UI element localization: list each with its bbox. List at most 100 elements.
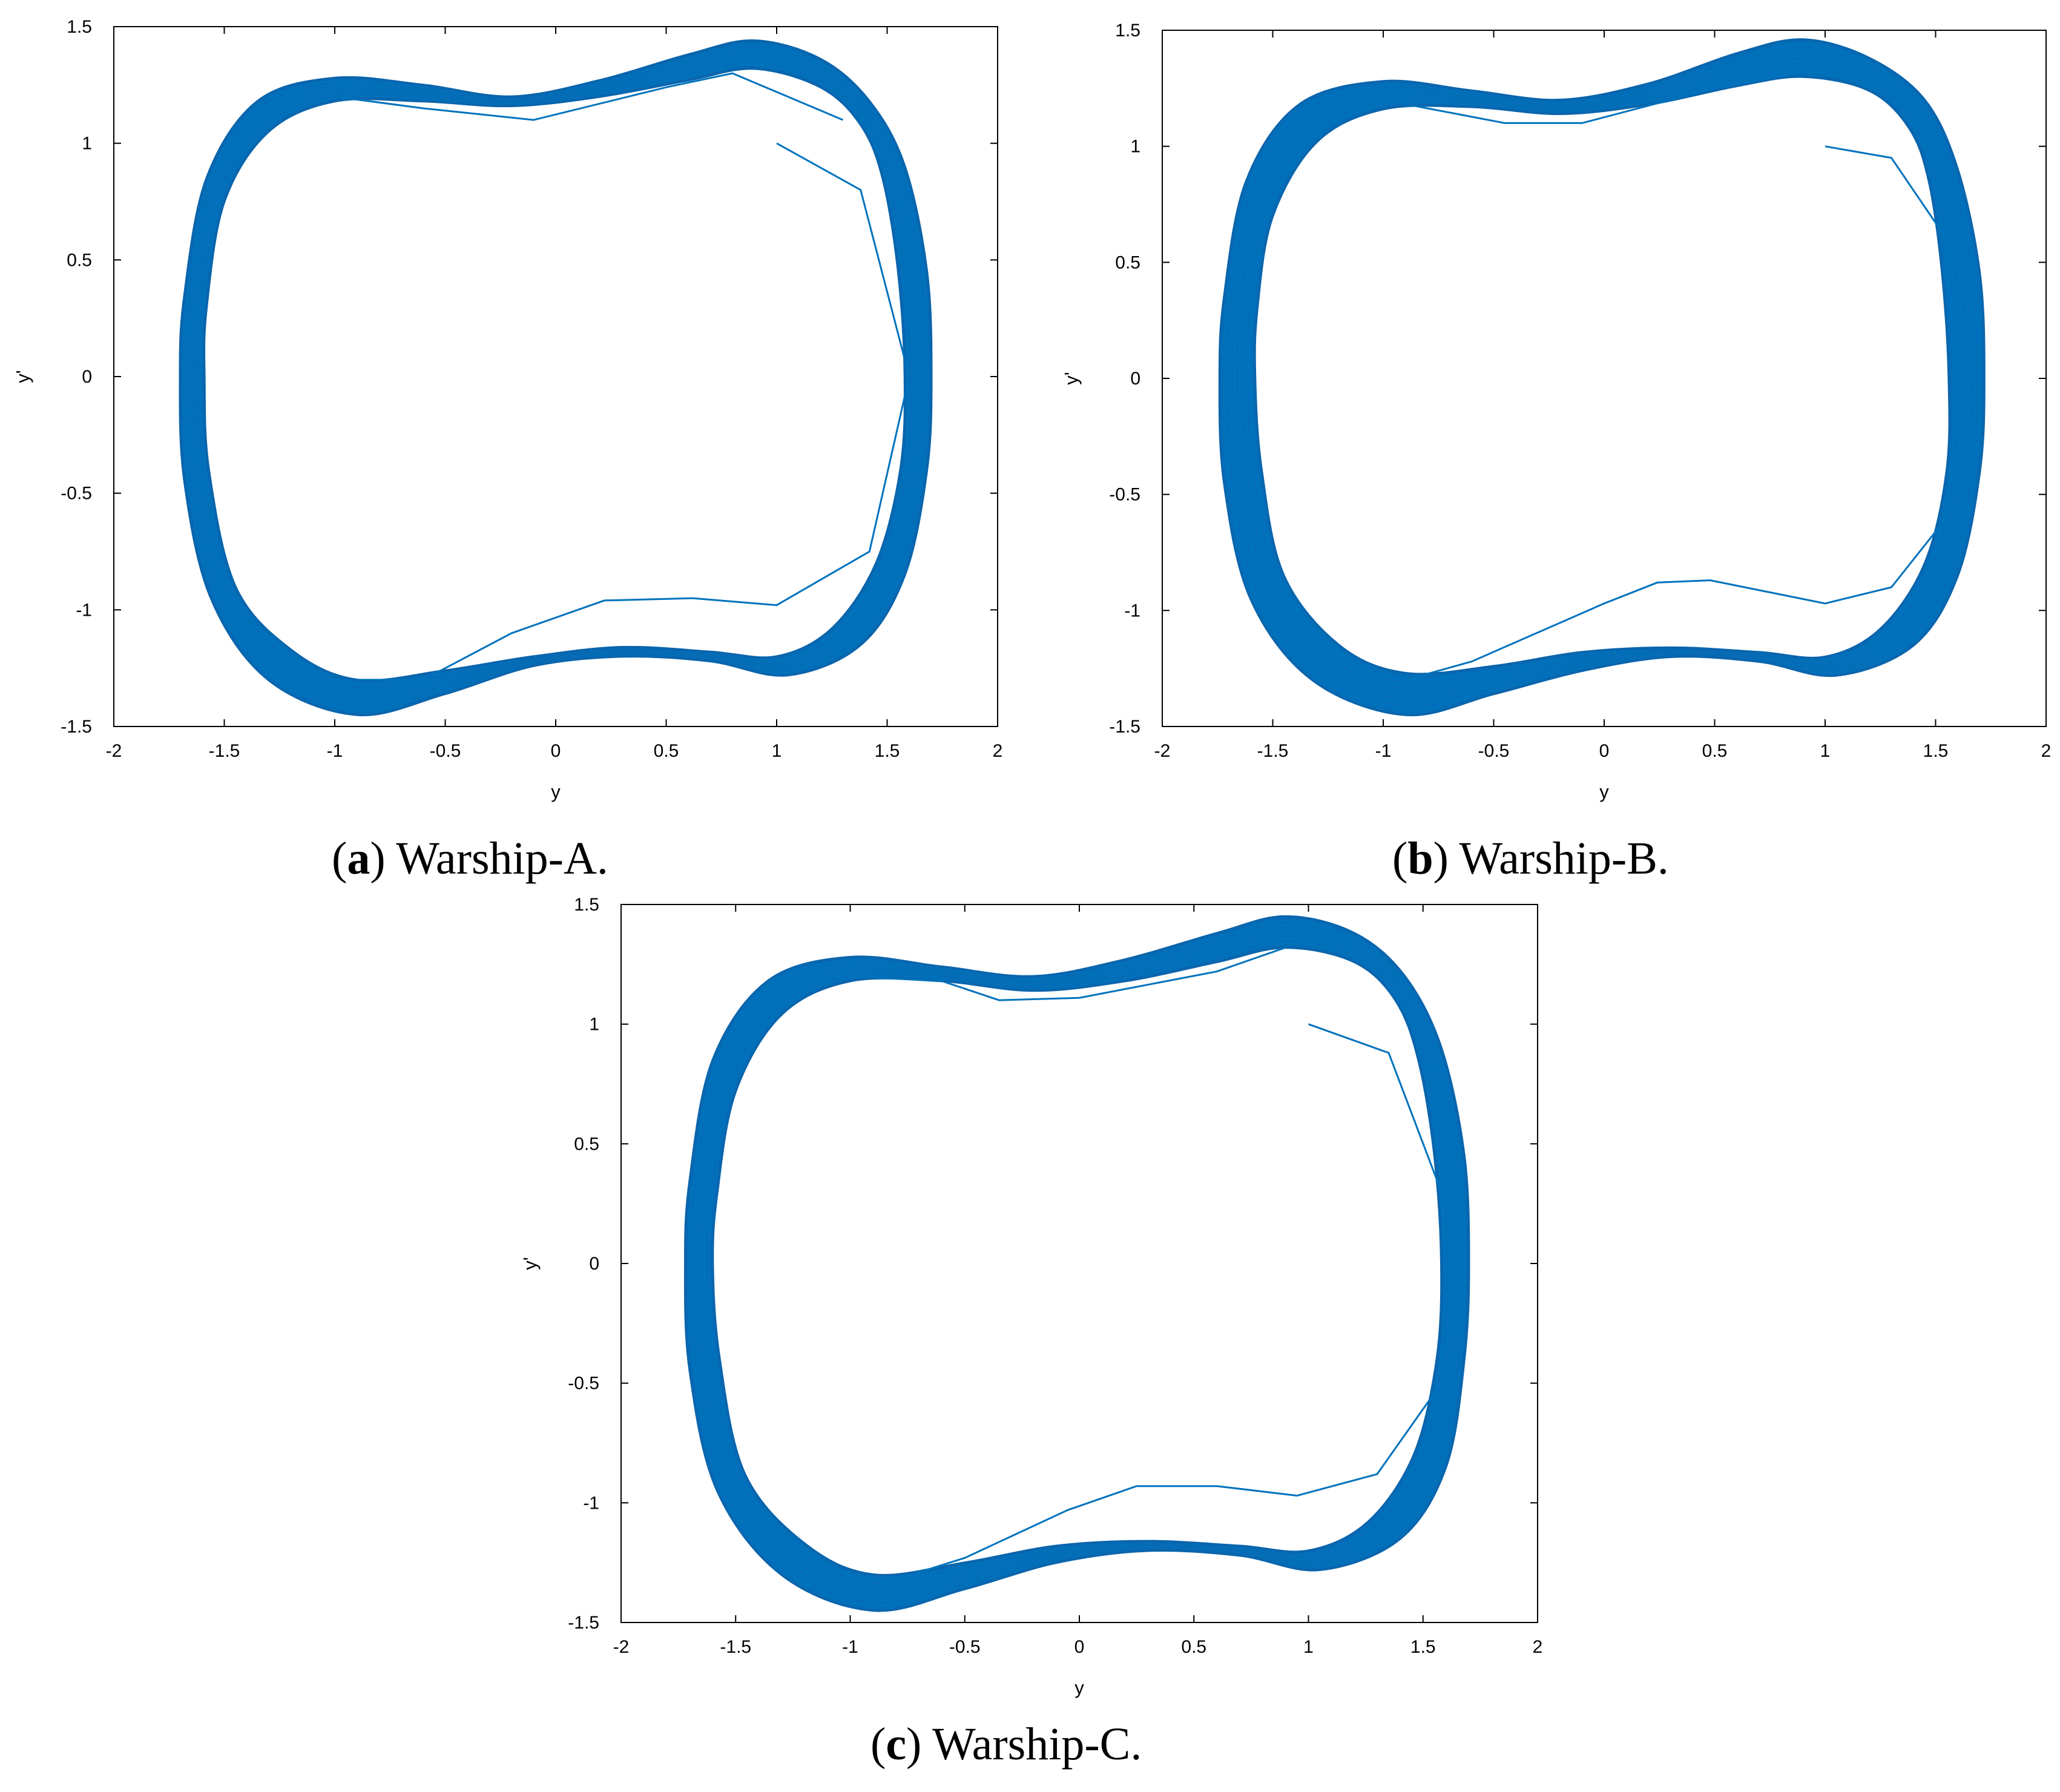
x-tick-label-a: 0 bbox=[551, 741, 561, 761]
x-tick-label-c: 0 bbox=[1074, 1637, 1085, 1657]
x-tick-label-a: 1 bbox=[772, 741, 782, 761]
trajectory-trace-a bbox=[181, 42, 930, 714]
y-tick-label-c: 1.5 bbox=[574, 895, 599, 915]
caption-letter-b: b bbox=[1407, 833, 1433, 884]
trajectory-trace-c bbox=[698, 931, 1456, 1594]
y-tick-label-c: -0.5 bbox=[568, 1374, 599, 1394]
y-tick-label-b: 0 bbox=[1130, 369, 1140, 389]
y-tick-label-a: -1.5 bbox=[61, 717, 92, 737]
trajectory-trace-c bbox=[702, 935, 1452, 1589]
x-axis-label-c: y bbox=[1074, 1677, 1084, 1698]
y-tick-label-a: 0.5 bbox=[67, 250, 92, 270]
trajectory-trace-c bbox=[694, 927, 1460, 1599]
y-tick-label-b: 1.5 bbox=[1115, 21, 1140, 41]
x-tick-label-c: -2 bbox=[613, 1637, 630, 1657]
caption-letter-a: a bbox=[347, 833, 370, 884]
trajectory-trace-b bbox=[1236, 57, 1968, 696]
y-tick-label-a: 1 bbox=[82, 134, 92, 154]
limit-cycle-outer-edge-a bbox=[179, 39, 933, 717]
caption-letter-c: c bbox=[886, 1719, 907, 1770]
y-tick-label-b: -0.5 bbox=[1109, 485, 1140, 505]
trajectory-traces-a bbox=[181, 42, 930, 714]
limit-cycle-outer-edge-b bbox=[1218, 38, 1986, 717]
y-tick-label-c: 0.5 bbox=[574, 1134, 599, 1154]
caption-b: (b) Warship-B. bbox=[1392, 833, 1669, 884]
y-axis-label-b: y' bbox=[1061, 372, 1082, 384]
limit-cycle-inner-edge-a bbox=[203, 67, 906, 682]
trajectory-traces-b bbox=[1222, 41, 1983, 713]
y-tick-label-b: -1 bbox=[1124, 601, 1140, 621]
x-tick-label-b: -2 bbox=[1154, 741, 1171, 761]
trajectory-trace-c bbox=[710, 944, 1444, 1579]
x-tick-label-a: 2 bbox=[993, 741, 1003, 761]
limit-cycle-band-a bbox=[179, 39, 932, 716]
transient-trajectory-upper-a bbox=[334, 72, 844, 121]
x-tick-label-a: -2 bbox=[106, 741, 122, 761]
phase-plot-a: -2 -1.5 -1 -0.5 0 0.5 1 1.5 2 -1.5 -1 -0.5 0 0.5 1 1.5 y… bbox=[12, 17, 1003, 802]
trajectory-traces-c bbox=[686, 918, 1468, 1609]
chart-panel-b: -2 -1.5 -1 -0.5 0 0.5 1 1.5 2 -1.5 -1 -0.5 0 0.5 1 1.5 y… bbox=[1053, 18, 2058, 811]
limit-cycle-inner-edge-c bbox=[711, 946, 1443, 1576]
y-tick-label-c: 1 bbox=[589, 1015, 599, 1035]
y-tick-label-b: 1 bbox=[1130, 137, 1140, 157]
trajectory-trace-a bbox=[191, 54, 919, 699]
chart-panel-c: -2 -1.5 -1 -0.5 0 0.5 1 1.5 2 -1.5 -1 -0.5 0 0.5 1 1.5 y… bbox=[508, 895, 1542, 1701]
transient-trajectory-upper-c bbox=[850, 946, 1286, 1001]
phase-plot-c: -2 -1.5 -1 -0.5 0 0.5 1 1.5 2 -1.5 -1 -0.5 0 0.5 1 1.5 y… bbox=[519, 895, 1542, 1698]
limit-cycle-outer-edge-c bbox=[683, 915, 1470, 1612]
trajectory-trace-a bbox=[185, 45, 927, 708]
limit-cycle-band-b bbox=[1219, 38, 1986, 716]
y-axis-label-c: y' bbox=[519, 1257, 541, 1270]
trajectory-trace-b bbox=[1246, 68, 1958, 684]
x-tick-label-a: 1.5 bbox=[875, 741, 900, 761]
x-tick-label-b: 2 bbox=[2041, 741, 2052, 761]
x-tick-label-c: 0.5 bbox=[1181, 1637, 1206, 1657]
limit-cycle-inner-edge-b bbox=[1253, 75, 1951, 676]
x-tick-label-b: -1.5 bbox=[1257, 741, 1289, 761]
x-tick-label-a: 0.5 bbox=[654, 741, 679, 761]
y-tick-label-a: 1.5 bbox=[67, 17, 92, 37]
trajectory-trace-c bbox=[686, 918, 1468, 1609]
x-tick-label-c: -1.5 bbox=[720, 1637, 751, 1657]
x-tick-label-c: 2 bbox=[1533, 1637, 1543, 1657]
caption-text-a: Warship-A. bbox=[396, 833, 608, 884]
transient-trajectory-c bbox=[872, 1023, 1447, 1588]
y-tick-label-a: -1 bbox=[76, 600, 92, 620]
transient-trajectory-upper-b bbox=[1383, 71, 1803, 124]
x-tick-label-b: 1 bbox=[1820, 741, 1831, 761]
caption-text-c: Warship-C. bbox=[932, 1719, 1142, 1770]
x-tick-label-b: 0 bbox=[1599, 741, 1610, 761]
trajectory-trace-c bbox=[690, 922, 1464, 1604]
chart-panel-a: -2 -1.5 -1 -0.5 0 0.5 1 1.5 2 -1.5 -1 -0.5 0 0.5 1 1.5 y… bbox=[0, 17, 1005, 811]
trajectory-trace-a bbox=[198, 62, 912, 689]
x-tick-label-b: -0.5 bbox=[1478, 741, 1510, 761]
trajectory-trace-b bbox=[1222, 41, 1983, 713]
caption-c: (c) Warship-C. bbox=[870, 1719, 1142, 1770]
caption-text-b: Warship-B. bbox=[1459, 833, 1669, 884]
x-tick-label-a: -1.5 bbox=[209, 741, 240, 761]
x-axis-label-a: y bbox=[551, 781, 561, 802]
phase-plot-b: -2 -1.5 -1 -0.5 0 0.5 1 1.5 2 -1.5 -1 -0.5 0 0.5 1 1.5 y… bbox=[1061, 21, 2052, 802]
y-tick-label-c: -1 bbox=[583, 1493, 599, 1513]
y-tick-label-a: -0.5 bbox=[61, 484, 92, 504]
trajectory-trace-c bbox=[706, 940, 1448, 1584]
trajectory-trace-a bbox=[195, 58, 915, 694]
y-tick-label-c: -1.5 bbox=[568, 1613, 599, 1633]
trajectory-trace-b bbox=[1226, 47, 1978, 707]
x-tick-label-a: -0.5 bbox=[430, 741, 461, 761]
x-axis-label-b: y bbox=[1599, 781, 1609, 802]
x-tick-label-b: 1.5 bbox=[1923, 741, 1949, 761]
x-tick-label-c: 1 bbox=[1303, 1637, 1314, 1657]
x-tick-label-b: -1 bbox=[1375, 741, 1392, 761]
y-tick-label-b: 0.5 bbox=[1115, 252, 1140, 272]
trajectory-trace-b bbox=[1251, 73, 1953, 678]
y-tick-label-b: -1.5 bbox=[1109, 717, 1140, 737]
x-tick-label-c: 1.5 bbox=[1410, 1637, 1436, 1657]
x-tick-label-c: -1 bbox=[842, 1637, 858, 1657]
transient-trajectory-b bbox=[1405, 145, 1959, 681]
trajectory-trace-a bbox=[188, 50, 923, 703]
transient-trajectory-a bbox=[357, 142, 910, 681]
trajectory-trace-b bbox=[1242, 62, 1963, 690]
y-tick-label-c: 0 bbox=[589, 1254, 599, 1274]
trajectory-trace-b bbox=[1231, 52, 1973, 701]
